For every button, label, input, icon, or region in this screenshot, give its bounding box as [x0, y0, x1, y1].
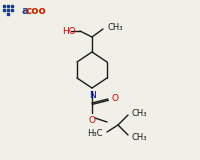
Bar: [10, 5, 12, 7]
Text: N: N: [89, 91, 95, 100]
Bar: [7, 12, 9, 15]
Text: H₃C: H₃C: [88, 129, 103, 139]
Bar: [7, 9, 9, 11]
Text: CH₃: CH₃: [107, 23, 122, 32]
Text: HO: HO: [62, 27, 76, 36]
Bar: [3, 5, 5, 7]
Text: a: a: [21, 5, 28, 16]
Text: CH₃: CH₃: [132, 108, 148, 117]
Text: O: O: [88, 116, 96, 125]
Text: O: O: [111, 93, 118, 103]
Bar: [3, 9, 5, 11]
Bar: [10, 9, 12, 11]
Text: CH₃: CH₃: [132, 132, 148, 141]
Text: coo: coo: [26, 5, 46, 16]
Bar: [7, 5, 9, 7]
